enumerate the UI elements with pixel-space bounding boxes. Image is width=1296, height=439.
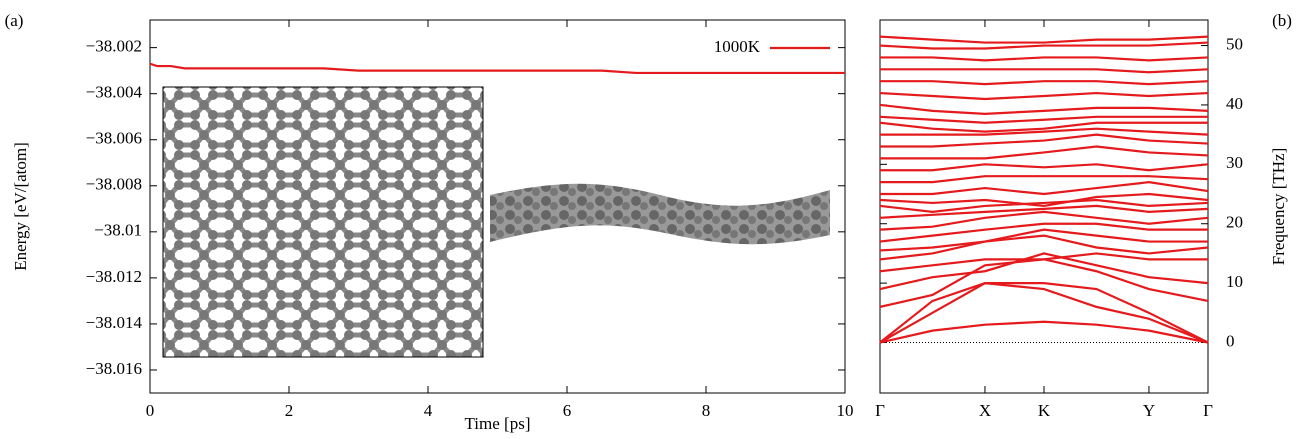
- y-tick-label: −38.008: [86, 175, 142, 194]
- data-line: [880, 57, 1208, 60]
- y-tick-label: −38.012: [86, 267, 142, 286]
- inset-top-view: [163, 87, 483, 357]
- x-tick-label: 6: [563, 401, 572, 420]
- data-line: [880, 194, 1208, 206]
- data-line: [880, 105, 1208, 114]
- data-line: [880, 93, 1208, 99]
- panel-label: (a): [5, 11, 24, 30]
- x-tick-label: Γ: [1203, 401, 1213, 420]
- data-line: [880, 123, 1208, 132]
- y-tick-label: 50: [1226, 34, 1243, 53]
- data-line: [880, 135, 1208, 147]
- data-line: [880, 322, 1208, 343]
- y-tick-label: −38.002: [86, 37, 142, 56]
- y-tick-label: 30: [1226, 153, 1243, 172]
- legend-label: 1000K: [714, 37, 761, 56]
- data-line: [880, 182, 1208, 194]
- x-tick-label: 4: [424, 401, 433, 420]
- data-line: [880, 253, 1208, 271]
- y-tick-label: −38.016: [86, 359, 142, 378]
- data-line: [880, 164, 1208, 170]
- y-tick-label: 20: [1226, 213, 1243, 232]
- y-tick-label: −38.014: [86, 313, 143, 332]
- y-tick-label: −38.006: [86, 129, 142, 148]
- x-tick-label: 8: [702, 401, 711, 420]
- x-tick-label: 10: [837, 401, 854, 420]
- data-line: [880, 147, 1208, 159]
- data-line: [880, 230, 1208, 251]
- y-axis-label: Energy [eV/[atom]: [11, 142, 30, 271]
- y-tick-label: 10: [1226, 272, 1243, 291]
- panel-label: (b): [1272, 11, 1292, 30]
- x-tick-label: 0: [146, 401, 155, 420]
- inset-side-view: [490, 184, 830, 244]
- x-tick-label: Γ: [875, 401, 885, 420]
- figure: (a) 0 2 4 6 8 10 −38.002 −38.004 −38.006 −38.008 −3…: [0, 0, 1296, 439]
- y-tick-label: −38.01: [94, 221, 142, 240]
- x-tick-label: X: [979, 401, 991, 420]
- data-line: [880, 176, 1208, 182]
- data-line: [150, 64, 845, 73]
- y-tick-label: −38.004: [86, 83, 143, 102]
- data-line: [880, 69, 1208, 72]
- y-tick-label: 0: [1226, 331, 1235, 350]
- data-line: [880, 37, 1208, 43]
- x-axis-label: Time [ps]: [465, 414, 531, 433]
- x-tick-label: Y: [1143, 401, 1155, 420]
- y-tick-label: 40: [1226, 94, 1243, 113]
- y-axis-label: Frequency [THz]: [1269, 148, 1288, 266]
- x-tick-label: 2: [285, 401, 294, 420]
- data-line: [880, 81, 1208, 84]
- x-tick-label: K: [1038, 401, 1051, 420]
